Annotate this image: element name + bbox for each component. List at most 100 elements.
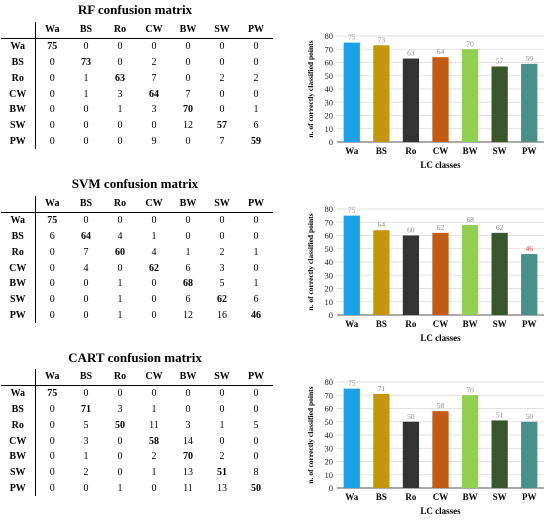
table-cell: 0 [117,120,123,132]
x-tick-label: BS [376,146,387,156]
table-row: Wa 75 0 0 0 0 0 0 [1,38,273,55]
diagonal-cell: 70 [183,104,193,116]
table-cell: 6 [185,262,191,274]
bar [402,421,420,488]
x-tick-label: SW [493,319,507,329]
column-header: SW [205,196,239,213]
diagonal-cell: 57 [217,120,227,132]
cart-confusion-matrix: Wa BS Ro CW BW SW PW Wa 75 0 0 0 0 0 0 BS 0 71 3 1 0 0 0 Ro 0 5 50… [1,369,273,497]
data-label: 62 [496,223,504,232]
x-tick-label: Wa [345,319,359,329]
column-header: Wa [35,22,69,39]
table-cell: 3 [151,104,157,116]
row-header: BS [1,228,36,245]
table-cell: 1 [253,246,259,258]
bar [373,45,390,142]
y-tick-label: 80 [325,204,334,214]
table-row: PW 0 0 1 0 12 16 46 [1,307,273,324]
table-row: BS 0 73 0 2 0 0 0 [1,54,273,71]
table-cell: 1 [151,403,157,415]
row-header: SW [1,117,36,134]
data-label: 73 [378,35,386,44]
table-cell: 0 [49,72,55,84]
table-row: BS 0 71 3 1 0 0 0 [1,401,273,418]
x-axis-title: LC classes [420,160,461,170]
table-cell: 1 [151,467,157,479]
matrix-corner [1,369,36,386]
table-cell: 0 [151,278,157,290]
table-cell: 0 [185,72,191,84]
bar [461,395,479,488]
column-header: BS [69,22,103,39]
x-tick-label: CW [433,319,449,329]
y-tick-label: 10 [325,297,334,307]
data-label: 75 [348,33,356,42]
x-tick-label: CW [433,146,449,156]
table-cell: 12 [183,309,193,321]
column-header: Wa [35,369,69,386]
row-header: BW [1,275,36,292]
table-cell: 3 [185,419,191,431]
y-tick-label: 20 [325,111,334,121]
y-tick-label: 50 [325,417,334,427]
table-cell: 12 [183,120,193,132]
row-header: CW [1,86,36,102]
data-label: 50 [525,412,533,421]
table-cell: 0 [219,56,225,68]
table-cell: 0 [83,482,89,494]
x-tick-label: PW [522,146,537,156]
table-cell: 0 [117,435,123,447]
table-cell: 0 [83,120,89,132]
bar [491,420,508,488]
x-tick-label: PW [522,492,537,502]
y-tick-label: 10 [325,124,334,134]
data-label: 62 [437,223,445,232]
y-tick-label: 10 [325,470,334,480]
table-cell: 1 [219,419,225,431]
bar [402,58,420,142]
x-tick-label: Ro [405,492,416,502]
diagonal-cell: 68 [183,278,193,290]
table-cell: 1 [117,482,123,494]
diagonal-cell: 73 [81,56,91,68]
x-axis-title: LC classes [420,333,461,343]
row-header: SW [1,291,36,308]
table-cell: 0 [83,309,89,321]
x-tick-label: Wa [345,146,359,156]
data-label: 46 [525,244,533,253]
table-cell: 0 [151,294,157,306]
diagonal-cell: 46 [251,309,261,321]
y-tick-label: 30 [325,270,334,280]
table-cell: 6 [49,230,55,242]
data-label: 70 [466,385,474,394]
row-header: BW [1,448,36,465]
rf-bar-chart: 0 10 20 30 40 50 60 70 80 75 Wa 73 BS 63 Ro 64 CW 70 BW 57 S… [306,31,544,170]
table-cell: 0 [253,230,259,242]
table-cell: 6 [253,294,259,306]
table-row: SW 0 2 0 1 13 51 8 [1,464,273,481]
y-tick-label: 40 [325,84,334,94]
y-tick-label: 60 [325,404,334,414]
table-cell: 0 [49,482,55,494]
table-cell: 7 [151,72,157,84]
table-cell: 0 [253,262,259,274]
table-cell: 4 [151,246,157,258]
table-cell: 0 [49,467,55,479]
table-cell: 14 [183,435,193,447]
data-label: 57 [496,56,504,65]
table-cell: 2 [219,72,225,84]
table-row: Wa 75 0 0 0 0 0 0 [1,212,273,229]
table-row: Ro 0 1 63 7 0 2 2 [1,70,273,87]
row-header: BW [1,101,36,118]
bar [343,215,360,315]
table-cell: 0 [253,388,259,400]
table-cell: 0 [151,215,157,227]
table-cell: 2 [219,246,225,258]
x-tick-label: Ro [405,319,416,329]
table-cell: 16 [217,309,227,321]
x-axis-title: LC classes [420,506,461,516]
rf-confusion-matrix: Wa BS Ro CW BW SW PW Wa 75 0 0 0 0 0 0 BS 0 73 0 2 0 0 0 Ro 0 1 63… [1,22,273,150]
table-cell: 0 [185,135,191,147]
y-tick-label: 80 [325,377,334,387]
x-tick-label: BW [463,492,478,502]
